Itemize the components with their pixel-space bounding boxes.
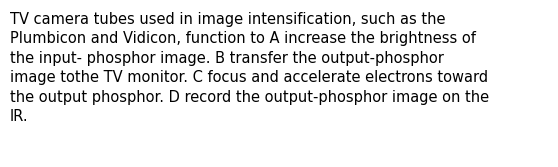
Text: TV camera tubes used in image intensification, such as the
Plumbicon and Vidicon: TV camera tubes used in image intensific… — [10, 12, 489, 124]
